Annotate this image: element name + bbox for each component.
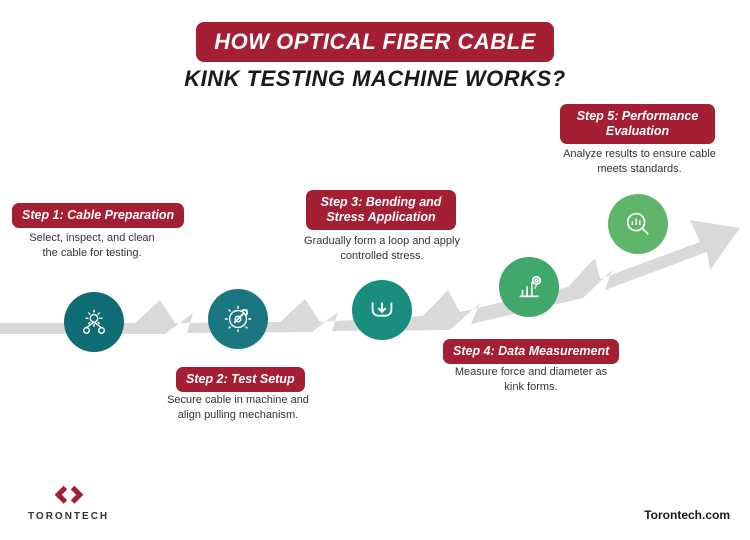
step-2-label: Step 2: Test Setup [176, 367, 305, 392]
step-4-label: Step 4: Data Measurement [443, 339, 619, 364]
chart-target-icon [514, 272, 544, 302]
step-4-desc: Measure force and diameter as kink forms… [451, 365, 611, 395]
step-1-label: Step 1: Cable Preparation [12, 203, 184, 228]
step-1-desc: Select, inspect, and clean the cable for… [22, 231, 162, 261]
step-4-icon-circle [499, 257, 559, 317]
step-3-desc: Gradually form a loop and apply controll… [302, 234, 462, 264]
flow-diagram: Step 1: Cable Preparation Select, inspec… [0, 100, 750, 480]
step-3-icon-circle [352, 280, 412, 340]
brand-name: TORONTECH [28, 511, 109, 522]
step-2-desc: Secure cable in machine and align pullin… [158, 393, 318, 423]
brand-url: Torontech.com [644, 508, 730, 522]
step-5-desc: Analyze results to ensure cable meets st… [557, 147, 722, 177]
step-5-label: Step 5: Performance Evaluation [560, 104, 715, 144]
bend-down-icon [367, 295, 397, 325]
title-pill: HOW OPTICAL FIBER CABLE [196, 22, 554, 62]
gear-nodes-icon [79, 307, 109, 337]
magnify-chart-icon [623, 209, 653, 239]
step-3-label: Step 3: Bending and Stress Application [306, 190, 456, 230]
step-3-label-text: Step 3: Bending and Stress Application [321, 195, 442, 224]
title-area: HOW OPTICAL FIBER CABLE KINK TESTING MAC… [0, 0, 750, 92]
title-subline: KINK TESTING MACHINE WORKS? [0, 66, 750, 92]
wrench-gear-icon [223, 304, 253, 334]
step-5-icon-circle [608, 194, 668, 254]
brand-logo-mark [51, 482, 87, 504]
step-2-icon-circle [208, 289, 268, 349]
step-5-label-text: Step 5: Performance Evaluation [577, 109, 699, 138]
step-1-icon-circle [64, 292, 124, 352]
brand-logo: TORONTECH [28, 482, 109, 522]
